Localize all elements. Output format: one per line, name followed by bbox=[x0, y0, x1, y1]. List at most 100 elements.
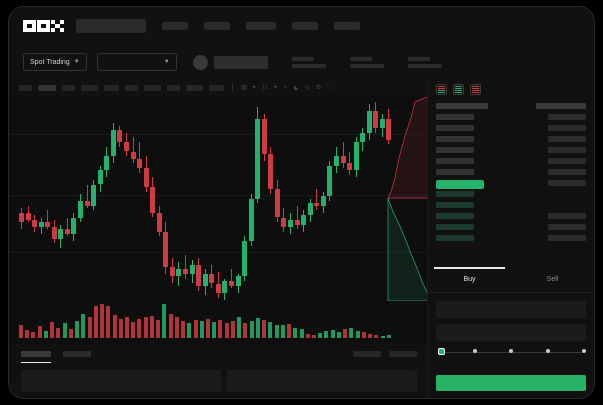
order-book[interactable] bbox=[428, 99, 594, 264]
amount-input[interactable] bbox=[436, 324, 586, 341]
slider-node-100[interactable] bbox=[582, 349, 586, 353]
price-input[interactable] bbox=[436, 301, 586, 318]
volume-bar bbox=[137, 319, 142, 338]
market-subheader: Spot Trading ▼ ▼ bbox=[9, 45, 594, 79]
orderbook-amount bbox=[548, 125, 586, 131]
slider-node-25[interactable] bbox=[472, 349, 477, 353]
orders-content bbox=[9, 364, 429, 392]
candle-body bbox=[327, 165, 333, 197]
stat-value bbox=[407, 63, 442, 68]
price-chart[interactable] bbox=[9, 96, 429, 344]
tab-buy[interactable]: Buy bbox=[428, 267, 511, 292]
interval-button-9[interactable] bbox=[186, 84, 203, 91]
volume-bar bbox=[19, 324, 23, 338]
candle-body bbox=[222, 281, 228, 293]
slider-node-0[interactable] bbox=[438, 348, 445, 355]
bottom-action-1[interactable] bbox=[353, 351, 381, 357]
interval-button-2[interactable] bbox=[38, 84, 56, 91]
chevron-down-icon: ▼ bbox=[73, 59, 80, 65]
okx-logo[interactable] bbox=[23, 19, 65, 33]
ruler-icon[interactable]: ◣ bbox=[294, 84, 299, 91]
orderbook-row-bid[interactable] bbox=[436, 213, 586, 221]
interval-button-10[interactable] bbox=[209, 84, 224, 91]
candle-body bbox=[386, 118, 392, 140]
candle-body bbox=[196, 264, 202, 286]
candlestick-icon[interactable]: ▥ bbox=[241, 84, 247, 91]
fullscreen-icon[interactable]: ⛶ bbox=[327, 84, 332, 91]
indicator-icon[interactable]: ƒx bbox=[261, 84, 269, 91]
orderbook-row-price[interactable] bbox=[436, 180, 586, 189]
ob-mode-asks-icon[interactable] bbox=[470, 83, 481, 95]
candle-body bbox=[248, 198, 254, 242]
candle-body bbox=[84, 201, 90, 206]
orderbook-price bbox=[436, 103, 488, 109]
orderbook-row-bid[interactable] bbox=[436, 202, 586, 210]
slider-node-50[interactable] bbox=[509, 349, 513, 353]
interval-button-3[interactable] bbox=[62, 84, 75, 91]
orderbook-row-ask[interactable] bbox=[436, 114, 586, 122]
chevron-down-icon[interactable]: ▾ bbox=[252, 84, 256, 91]
market-type-dropdown[interactable]: Spot Trading ▼ bbox=[23, 53, 87, 71]
volume-bar bbox=[187, 322, 192, 338]
candle-body bbox=[143, 168, 149, 187]
candle-body bbox=[301, 215, 307, 225]
orderbook-row-ask[interactable] bbox=[436, 169, 586, 177]
ob-mode-bids-icon[interactable] bbox=[453, 83, 464, 95]
nav-item-1[interactable] bbox=[162, 22, 188, 30]
tab-order-history[interactable] bbox=[63, 351, 91, 357]
percent-slider[interactable] bbox=[438, 347, 586, 359]
slider-node-75[interactable] bbox=[545, 349, 550, 353]
stat-24h-low bbox=[349, 56, 384, 68]
settings-icon[interactable]: ⚙ bbox=[315, 84, 322, 91]
candle-body bbox=[209, 274, 215, 284]
stat-value bbox=[349, 63, 384, 68]
search-input[interactable] bbox=[76, 19, 146, 33]
orderbook-row-bid[interactable] bbox=[436, 235, 586, 243]
tab-open-orders[interactable] bbox=[21, 351, 51, 363]
orderbook-row-bid[interactable] bbox=[436, 191, 586, 199]
candle-body bbox=[45, 222, 51, 227]
orderbook-row-ask[interactable] bbox=[436, 158, 586, 166]
tab-sell[interactable]: Sell bbox=[546, 276, 559, 283]
interval-button-6[interactable] bbox=[125, 84, 138, 91]
candle-body bbox=[130, 151, 136, 159]
grid-line bbox=[9, 134, 429, 135]
orderbook-price bbox=[436, 136, 474, 142]
candle-body bbox=[150, 186, 156, 213]
nav-item-5[interactable] bbox=[334, 22, 360, 30]
nav-item-3[interactable] bbox=[246, 22, 276, 30]
candle-body bbox=[274, 189, 280, 218]
orderbook-view-modes bbox=[428, 79, 594, 99]
camera-icon[interactable]: ◎ bbox=[304, 84, 310, 91]
volume-bar bbox=[237, 317, 242, 338]
volume-bar bbox=[181, 320, 186, 338]
volume-bar bbox=[349, 327, 354, 338]
interval-button-4[interactable] bbox=[81, 84, 98, 91]
nav-item-4[interactable] bbox=[292, 22, 318, 30]
orderbook-row-ask[interactable] bbox=[436, 147, 586, 155]
interval-button-5[interactable] bbox=[104, 84, 119, 91]
candle-body bbox=[25, 212, 31, 220]
nav-item-2[interactable] bbox=[204, 22, 230, 30]
ob-mode-both-icon[interactable] bbox=[436, 83, 447, 95]
orderbook-row-bid[interactable] bbox=[436, 224, 586, 232]
interval-button-7[interactable] bbox=[144, 84, 161, 91]
candle-body bbox=[281, 217, 287, 227]
volume-bar bbox=[280, 325, 285, 338]
line-style-icon[interactable]: ∿ bbox=[283, 84, 289, 91]
bottom-box-left bbox=[21, 370, 221, 392]
trading-pair-dropdown[interactable]: ▼ bbox=[96, 53, 177, 71]
candle-wick bbox=[316, 189, 318, 211]
interval-button-8[interactable] bbox=[167, 84, 180, 91]
volume-series bbox=[19, 304, 393, 338]
orderbook-row-ask[interactable] bbox=[436, 125, 586, 133]
orderbook-row-ask[interactable] bbox=[436, 136, 586, 144]
submit-buy-button[interactable] bbox=[436, 375, 586, 391]
volume-bar bbox=[75, 320, 80, 338]
interval-button-1[interactable] bbox=[19, 84, 32, 91]
volume-bar bbox=[118, 319, 123, 338]
orderbook-row-head[interactable] bbox=[436, 103, 586, 111]
bottom-action-2[interactable] bbox=[389, 351, 417, 357]
chevron-down-icon[interactable]: ▾ bbox=[274, 84, 278, 91]
volume-bar bbox=[131, 322, 136, 338]
